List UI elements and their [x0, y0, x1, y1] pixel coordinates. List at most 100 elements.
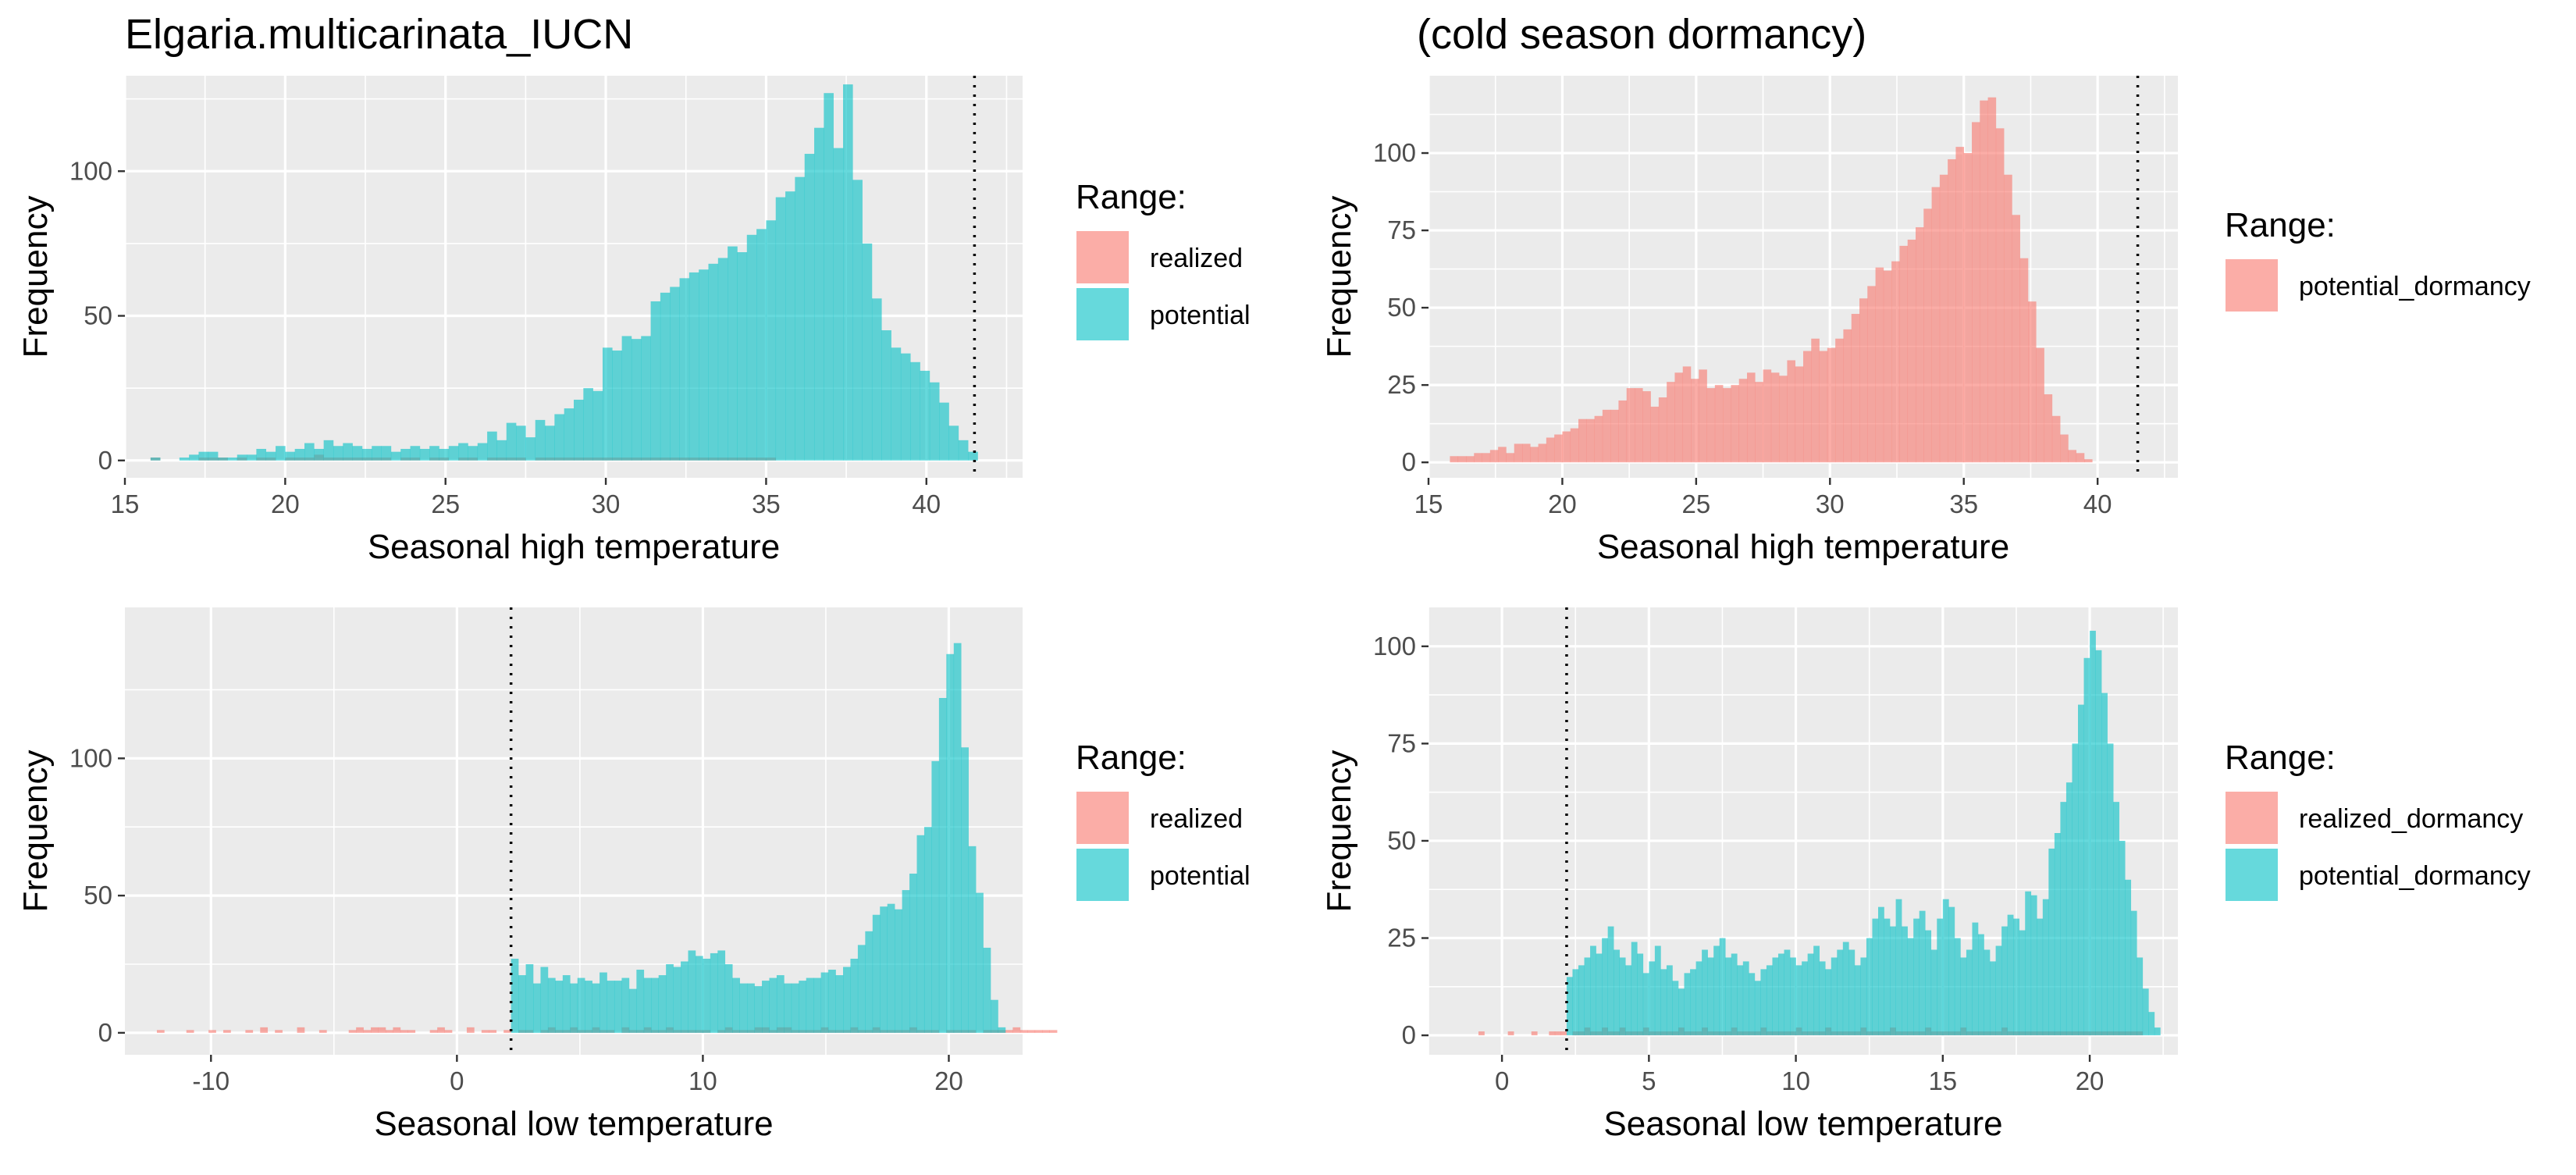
- chart-title: Elgaria.multicarinata_IUCN: [125, 11, 633, 58]
- histogram-bar: [1784, 949, 1791, 1036]
- histogram-bar: [650, 301, 661, 461]
- histogram-bar: [1848, 949, 1856, 1036]
- histogram-bar: [2119, 840, 2126, 1036]
- histogram-bar: [1005, 1030, 1013, 1033]
- histogram-bar: [1779, 376, 1788, 463]
- histogram-bar: [1586, 418, 1595, 463]
- histogram-bar: [756, 229, 767, 461]
- histogram-bar: [1560, 1031, 1567, 1036]
- histogram-bar: [2142, 988, 2149, 1036]
- histogram-bar: [880, 906, 888, 1033]
- histogram-bar: [775, 197, 786, 461]
- legend-key-realized_dormancy: [2226, 792, 2278, 844]
- legend-key-potential: [1076, 288, 1129, 340]
- histogram-bar: [828, 970, 836, 1033]
- histogram-bar: [872, 914, 881, 1033]
- histogram-bar: [1860, 957, 1867, 1036]
- histogram-bar: [2044, 394, 2053, 463]
- chart-panel-1: Elgaria.multicarinata_IUCN 15 20 25 30 35 40 0 5…: [16, 11, 1251, 566]
- histogram-bar: [1578, 418, 1587, 463]
- histogram-bar: [1674, 372, 1684, 463]
- histogram-bar: [1978, 934, 1984, 1036]
- histogram-bar: [2030, 895, 2037, 1036]
- histogram-bar: [1972, 922, 1979, 1036]
- histogram-bar: [1948, 158, 1956, 463]
- histogram-bar: [791, 983, 799, 1033]
- histogram-bar: [343, 443, 353, 461]
- y-axis-title: Frequency: [16, 196, 55, 358]
- histogram-bar: [265, 451, 276, 461]
- histogram-bar: [881, 330, 891, 461]
- histogram-bar: [1842, 942, 1849, 1036]
- histogram-bar: [852, 180, 863, 461]
- histogram-bar: [1819, 961, 1826, 1036]
- histogram-bar: [577, 977, 585, 1033]
- histogram-bar: [1507, 1031, 1514, 1036]
- histogram-bar: [208, 1030, 216, 1033]
- histogram-bar: [1866, 938, 1873, 1036]
- histogram-bar: [612, 350, 622, 461]
- histogram-bar: [372, 446, 382, 461]
- histogram-bar: [1658, 397, 1667, 463]
- histogram-bar: [862, 243, 873, 461]
- legend-key-potential_dormancy: [2226, 849, 2278, 901]
- histogram-bar: [1907, 938, 1914, 1036]
- histogram-bar: [533, 983, 541, 1033]
- histogram-bar: [371, 1027, 379, 1033]
- histogram-bar: [670, 287, 680, 461]
- histogram-bar: [2137, 957, 2144, 1036]
- legend: Range: realized_dormancy potential_dormanc…: [2225, 739, 2531, 902]
- histogram-bar: [208, 451, 219, 461]
- histogram-bar: [468, 446, 479, 461]
- histogram-bar: [2028, 301, 2037, 463]
- histogram-bar: [1678, 988, 1685, 1036]
- legend-label: potential_dormancy: [2299, 861, 2531, 891]
- histogram-bar: [983, 947, 991, 1033]
- histogram-bar: [1790, 957, 1796, 1036]
- histogram-bar: [2013, 918, 2020, 1036]
- histogram-bar: [1019, 1030, 1028, 1033]
- histogram-bar: [658, 975, 667, 1033]
- histogram-bar: [381, 446, 392, 461]
- histogram-bar: [1747, 372, 1756, 463]
- histogram-bar: [1907, 239, 1916, 463]
- histogram-bar: [1538, 443, 1547, 463]
- histogram-bar: [2125, 879, 2132, 1036]
- histogram-bar: [1931, 187, 1941, 463]
- legend-label: realized: [1150, 804, 1243, 834]
- histogram-bar: [814, 127, 824, 461]
- x-tick-label: 40: [912, 490, 941, 518]
- histogram-bar: [1819, 351, 1828, 463]
- histogram-bar: [429, 446, 439, 461]
- y-axis-title: Frequency: [1320, 750, 1358, 913]
- histogram-bar: [931, 760, 940, 1033]
- histogram-bar: [2090, 630, 2096, 1036]
- histogram-bar: [1875, 267, 1884, 463]
- histogram-bar: [1795, 965, 1802, 1036]
- histogram-bar: [545, 425, 555, 461]
- legend-label: realized_dormancy: [2299, 804, 2523, 834]
- histogram-bar: [297, 1027, 305, 1033]
- histogram-bar: [1872, 918, 1879, 1036]
- histogram-bar: [1034, 1030, 1043, 1033]
- histogram-bar: [1027, 1030, 1036, 1033]
- histogram-bar: [1672, 981, 1679, 1036]
- histogram-bar: [2012, 215, 2021, 463]
- histogram-bar: [150, 458, 161, 461]
- histogram-bar: [1913, 918, 1920, 1036]
- histogram-bar: [1713, 945, 1720, 1036]
- histogram-bar: [1707, 957, 1714, 1036]
- chart-panel-4: 0 5 10 15 20 0 25 50 75 100 Seasonal low temperatu…: [1320, 607, 2531, 1143]
- histogram-bar: [218, 458, 228, 461]
- histogram-bar: [1626, 388, 1635, 463]
- histogram-bar: [708, 263, 719, 461]
- histogram-bar: [910, 361, 920, 461]
- histogram-bar: [1572, 969, 1579, 1036]
- y-axis-title: Frequency: [1320, 196, 1358, 358]
- histogram-bar: [968, 451, 978, 461]
- histogram-bar: [688, 272, 699, 461]
- series-potential_dormancy: [1566, 630, 2161, 1036]
- histogram-bar: [378, 1027, 386, 1033]
- histogram-bar: [333, 446, 343, 461]
- histogram-bar: [2065, 782, 2073, 1036]
